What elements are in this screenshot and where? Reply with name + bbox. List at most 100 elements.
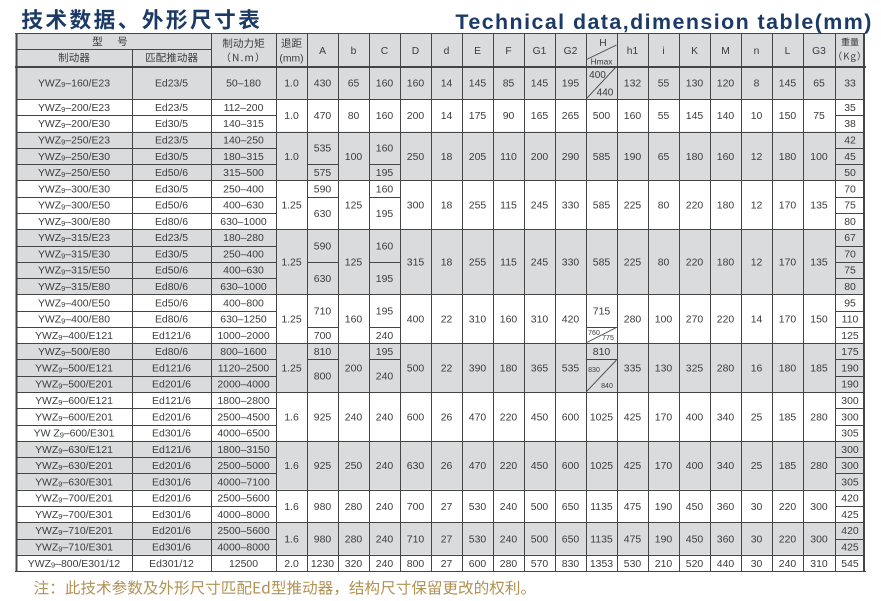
svg-text:775: 775 (602, 335, 614, 342)
svg-text:425: 425 (841, 543, 859, 554)
svg-text:YWZ9–160/E23: YWZ9–160/E23 (38, 78, 110, 89)
svg-text:YWZ9–300/E80: YWZ9–300/E80 (38, 217, 110, 228)
svg-text:4000–8000: 4000–8000 (217, 510, 269, 521)
svg-text:710: 710 (407, 534, 425, 545)
svg-text:Ed121/6: Ed121/6 (152, 396, 191, 407)
svg-text:1800–2800: 1800–2800 (217, 396, 269, 407)
svg-text:160: 160 (376, 241, 394, 252)
svg-text:1.25: 1.25 (281, 258, 302, 269)
svg-text:YWZ9–500/E121: YWZ9–500/E121 (35, 363, 113, 374)
svg-text:YWZ9–710/E301: YWZ9–710/E301 (35, 543, 113, 554)
svg-text:YWZ9–300/E50: YWZ9–300/E50 (38, 201, 110, 212)
svg-text:280: 280 (500, 559, 518, 570)
svg-text:1025: 1025 (590, 461, 613, 472)
svg-text:Ed201/6: Ed201/6 (152, 412, 191, 423)
svg-text:220: 220 (717, 315, 735, 326)
svg-text:80: 80 (658, 258, 670, 269)
svg-text:1.6: 1.6 (284, 502, 299, 513)
svg-text:440: 440 (717, 559, 735, 570)
svg-text:425: 425 (624, 412, 642, 423)
svg-text:2500–5000: 2500–5000 (217, 461, 269, 472)
svg-text:115: 115 (500, 201, 517, 212)
svg-text:160: 160 (376, 184, 394, 195)
svg-text:1.25: 1.25 (281, 363, 302, 374)
svg-text:300: 300 (841, 445, 859, 456)
svg-text:170: 170 (779, 258, 797, 269)
svg-text:390: 390 (469, 363, 487, 374)
svg-text:980: 980 (314, 534, 332, 545)
svg-text:200: 200 (407, 111, 425, 122)
svg-text:Ed201/6: Ed201/6 (152, 461, 191, 472)
svg-text:Ed50/6: Ed50/6 (155, 298, 188, 309)
svg-text:180–280: 180–280 (223, 233, 264, 244)
svg-text:38: 38 (844, 119, 856, 130)
svg-text:115: 115 (500, 258, 517, 269)
svg-text:Ed50/6: Ed50/6 (155, 201, 188, 212)
svg-text:420: 420 (562, 315, 580, 326)
svg-text:27: 27 (441, 534, 453, 545)
svg-text:YWZ9–315/E23: YWZ9–315/E23 (38, 233, 110, 244)
svg-text:530: 530 (469, 534, 487, 545)
svg-text:8: 8 (754, 78, 760, 89)
svg-text:500: 500 (407, 363, 425, 374)
svg-text:125: 125 (345, 258, 363, 269)
svg-text:K: K (691, 46, 698, 57)
svg-text:400: 400 (407, 315, 425, 326)
svg-text:2500–5600: 2500–5600 (217, 494, 269, 505)
svg-text:1025: 1025 (590, 412, 613, 423)
svg-text:(mm): (mm) (279, 53, 303, 64)
svg-text:545: 545 (841, 559, 859, 570)
svg-text:1800–3150: 1800–3150 (217, 445, 269, 456)
svg-text:600: 600 (562, 461, 580, 472)
svg-text:YWZ9–710/E201: YWZ9–710/E201 (35, 526, 113, 537)
svg-text:240: 240 (500, 534, 518, 545)
svg-text:270: 270 (686, 315, 704, 326)
svg-text:YWZ9–200/E30: YWZ9–200/E30 (38, 119, 110, 130)
svg-text:520: 520 (686, 559, 704, 570)
svg-text:180: 180 (500, 363, 518, 374)
svg-text:310: 310 (810, 559, 828, 570)
svg-text:YWZ9–700/E301: YWZ9–700/E301 (35, 510, 113, 521)
svg-text:Ed301/6: Ed301/6 (152, 543, 191, 554)
svg-text:Ed201/6: Ed201/6 (152, 526, 191, 537)
svg-text:180: 180 (779, 152, 797, 163)
svg-text:1.0: 1.0 (284, 78, 299, 89)
svg-text:190: 190 (624, 152, 642, 163)
svg-text:800: 800 (314, 372, 332, 383)
svg-text:90: 90 (503, 111, 515, 122)
svg-text:250: 250 (407, 152, 425, 163)
svg-text:18: 18 (441, 152, 453, 163)
svg-text:Ed121/6: Ed121/6 (152, 445, 191, 456)
svg-text:305: 305 (841, 477, 859, 488)
svg-text:C: C (381, 46, 389, 57)
svg-text:190: 190 (655, 502, 673, 513)
svg-text:12500: 12500 (229, 559, 258, 570)
svg-text:400: 400 (686, 461, 704, 472)
svg-text:i: i (662, 46, 664, 57)
svg-text:280: 280 (345, 534, 363, 545)
svg-text:75: 75 (844, 266, 856, 277)
svg-text:425: 425 (624, 461, 642, 472)
svg-text:YWZ9–630/E201: YWZ9–630/E201 (35, 461, 113, 472)
svg-text:160: 160 (500, 315, 518, 326)
svg-text:470: 470 (469, 461, 487, 472)
svg-text:430: 430 (314, 78, 332, 89)
svg-text:240: 240 (500, 502, 518, 513)
svg-text:Ed30/5: Ed30/5 (155, 152, 188, 163)
svg-text:300: 300 (810, 534, 828, 545)
svg-text:YWZ9–700/E201: YWZ9–700/E201 (35, 494, 113, 505)
svg-text:30: 30 (751, 559, 763, 570)
svg-text:1000–2000: 1000–2000 (217, 331, 269, 342)
svg-text:b: b (351, 46, 357, 57)
svg-text:Ed23/5: Ed23/5 (155, 103, 188, 114)
svg-text:30: 30 (751, 534, 763, 545)
svg-text:170: 170 (779, 315, 797, 326)
svg-text:925: 925 (314, 461, 332, 472)
svg-text:100: 100 (655, 315, 673, 326)
svg-text:85: 85 (503, 78, 515, 89)
svg-text:700: 700 (407, 502, 425, 513)
svg-text:475: 475 (624, 502, 642, 513)
svg-text:G2: G2 (564, 46, 578, 57)
svg-text:240: 240 (376, 534, 394, 545)
svg-text:240: 240 (779, 559, 797, 570)
